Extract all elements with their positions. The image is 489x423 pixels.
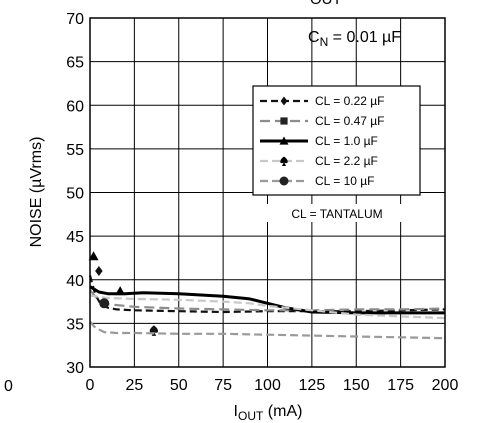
x-axis-label-sub: OUT bbox=[238, 409, 264, 423]
cn-sub: N bbox=[320, 35, 329, 49]
x-axis-label-unit: (mA) bbox=[263, 403, 302, 420]
plot-frame bbox=[89, 17, 446, 368]
y-tick-label: 55 bbox=[66, 142, 84, 159]
y-tick-label: 70 bbox=[66, 11, 84, 28]
marker-spade-stem bbox=[281, 161, 287, 166]
x-tick-label: 200 bbox=[432, 377, 459, 394]
x-axis-label-main: I bbox=[234, 403, 238, 420]
x-tick-label: 25 bbox=[125, 377, 143, 394]
series-line-5 bbox=[89, 320, 446, 340]
cn-main: C bbox=[308, 29, 320, 46]
y-tick-label: 30 bbox=[66, 360, 84, 377]
marker-spade bbox=[280, 156, 288, 166]
y-tick-label: 40 bbox=[66, 273, 84, 290]
series-group bbox=[88, 251, 446, 340]
stray-tick-label: 0 bbox=[4, 378, 13, 395]
marker-spade-head bbox=[280, 156, 288, 164]
series-line-4 bbox=[89, 294, 446, 320]
y-axis-label: NOISE (µVrms) bbox=[28, 137, 45, 248]
x-tick-label: 50 bbox=[170, 377, 188, 394]
legend-label-1: CL = 0.22 µF bbox=[315, 94, 385, 108]
x-tick-label: 125 bbox=[299, 377, 326, 394]
marker-triangle bbox=[115, 286, 126, 296]
legend: CL = 0.22 µF CL = 0.47 µF CL = 1.0 µF CL = … bbox=[260, 94, 385, 188]
marker-diamond bbox=[280, 96, 288, 106]
marker-triangle bbox=[279, 136, 289, 145]
y-tick-label: 65 bbox=[66, 55, 84, 72]
y-tick-label: 45 bbox=[66, 229, 84, 246]
y-tick-label: 35 bbox=[66, 316, 84, 333]
x-tick-label: 75 bbox=[214, 377, 232, 394]
x-tick-label: 175 bbox=[387, 377, 414, 394]
ticks-group: 0 25 50 75 100 125 150 175 200 30 35 40 45 50 55 60 65 70 bbox=[66, 11, 458, 394]
marker-circle bbox=[279, 176, 289, 186]
legend-label-3: CL = 1.0 µF bbox=[315, 134, 378, 148]
y-tick-label: 50 bbox=[66, 186, 84, 203]
cn-annotation: CN = 0.01 µF bbox=[308, 29, 401, 49]
tantalum-note: CL = TANTALUM bbox=[291, 207, 382, 221]
legend-label-5: CL = 10 µF bbox=[315, 174, 375, 188]
legend-label-4: CL = 2.2 µF bbox=[315, 154, 378, 168]
legend-label-2: CL = 0.47 µF bbox=[315, 114, 385, 128]
series-line-3 bbox=[89, 285, 445, 315]
y-tick-label: 60 bbox=[66, 98, 84, 115]
marker-triangle bbox=[88, 251, 99, 261]
x-tick-label: 100 bbox=[254, 377, 281, 394]
x-tick-label: 0 bbox=[86, 377, 95, 394]
marker-diamond bbox=[95, 266, 103, 277]
marker-spade-head bbox=[149, 325, 159, 333]
marker-circle bbox=[99, 298, 110, 309]
note-background bbox=[265, 204, 410, 222]
series-line-1 bbox=[88, 275, 446, 314]
marker-square bbox=[280, 117, 288, 125]
cn-rest: = 0.01 µF bbox=[328, 29, 401, 46]
x-axis-label: IOUT (mA) bbox=[234, 403, 303, 423]
x-tick-label: 150 bbox=[343, 377, 370, 394]
chart-title-fragment: OUT bbox=[310, 0, 342, 8]
